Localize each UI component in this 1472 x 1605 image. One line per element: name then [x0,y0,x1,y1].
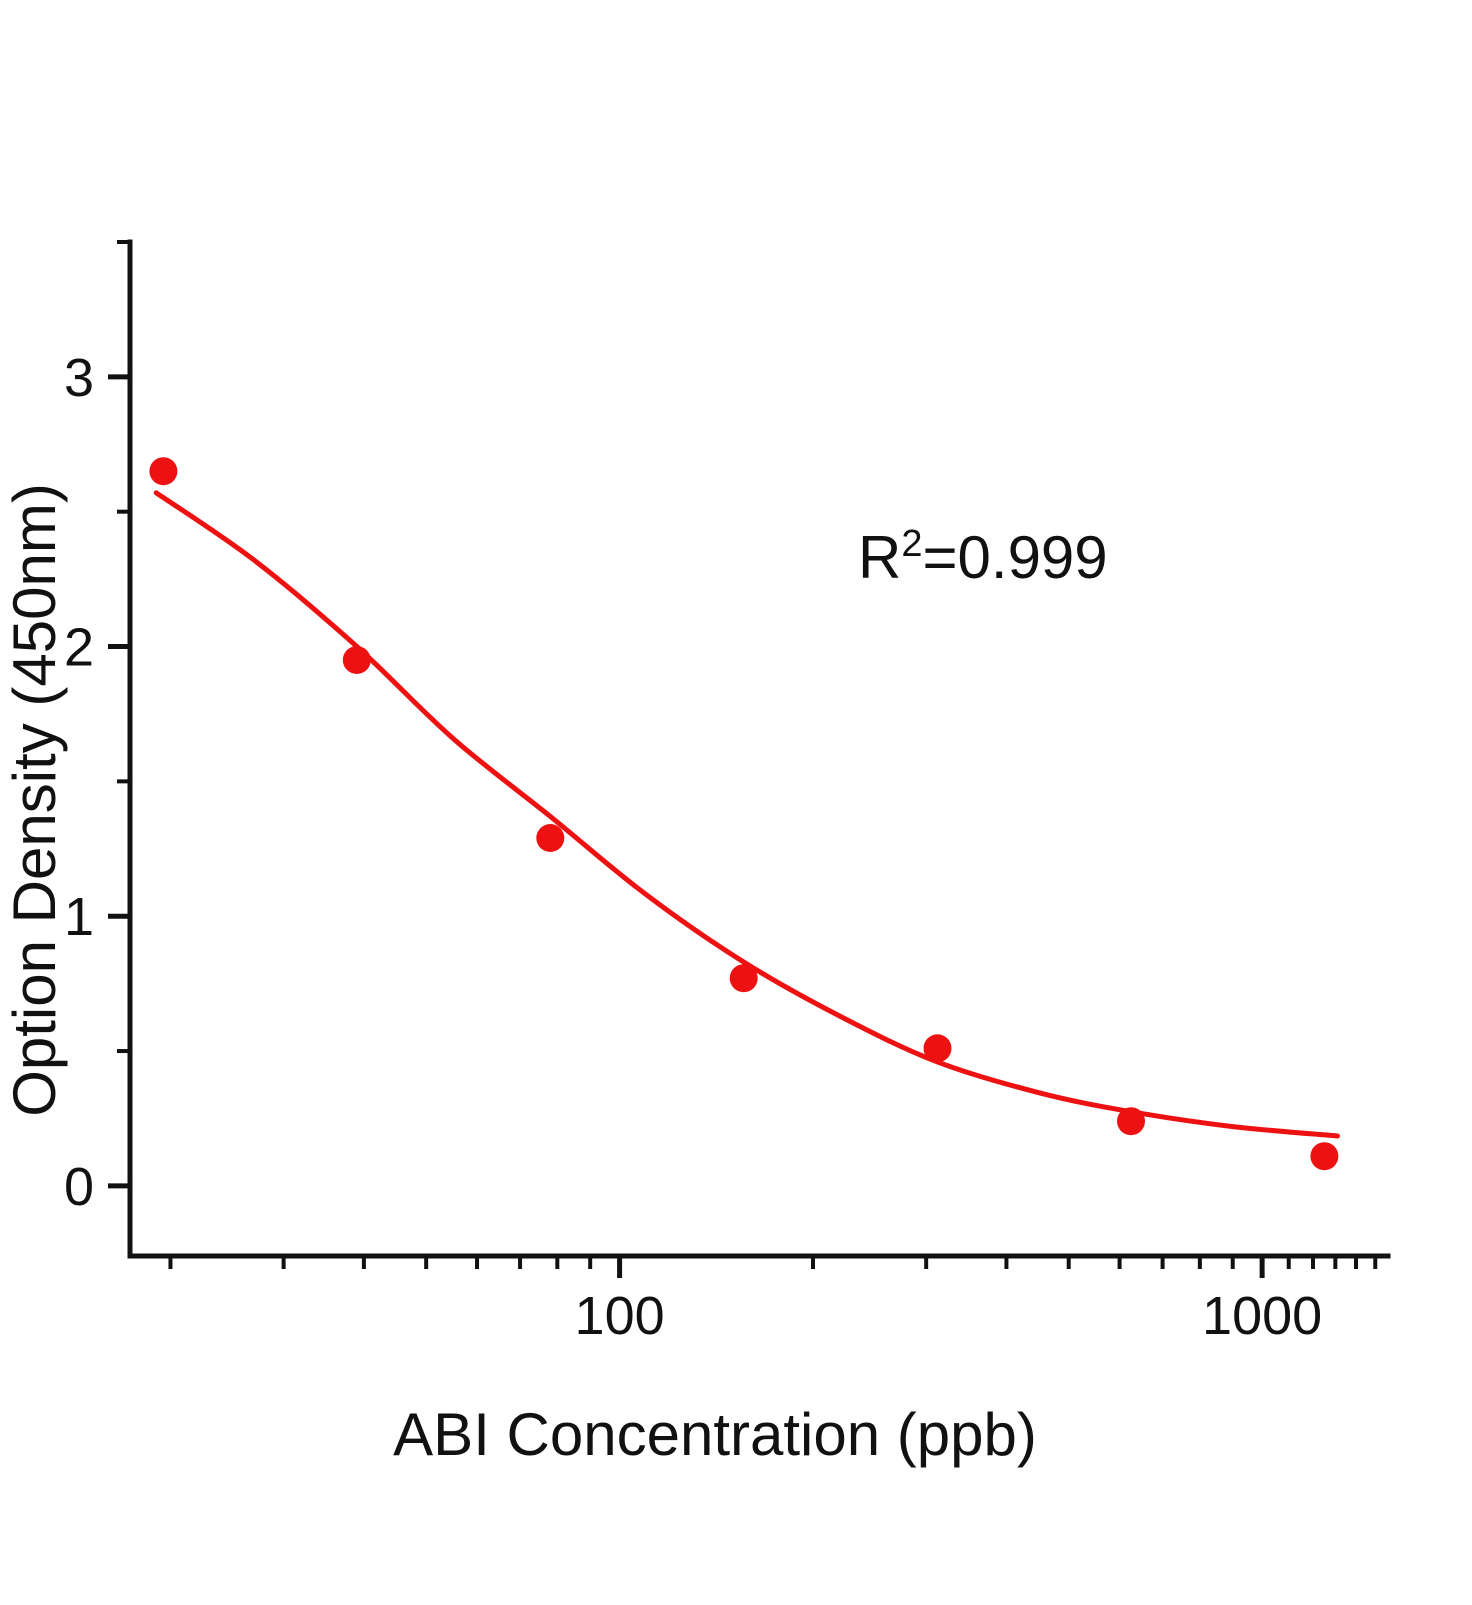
data-point [1117,1107,1145,1136]
tick-marks [108,240,1378,1278]
axes-spine [127,239,1391,1259]
y-axis-label: Option Density (450nm) [1,483,68,1117]
data-point [149,457,178,486]
data-point [923,1034,952,1063]
r-squared-value: =0.999 [922,524,1107,591]
y-tick-label: 0 [64,1157,94,1217]
r-squared-annotation: R2=0.999 [858,523,1108,591]
fit-curve-line [153,490,1340,1139]
y-tick-label: 3 [64,348,94,408]
y-tick-label: 1 [64,887,94,947]
data-points [149,457,1339,1171]
x-axis-label: ABI Concentration (ppb) [393,1401,1037,1468]
r-squared-base: R [858,524,901,591]
tick-labels: 100 1000 0 1 2 3 [64,348,1322,1346]
x-tick-label: 100 [575,1286,665,1346]
y-tick-label: 2 [64,618,94,678]
data-point [342,646,371,674]
data-point [1310,1142,1339,1171]
data-point [536,824,565,852]
r-squared-superscript: 2 [901,523,922,565]
data-point [729,964,758,993]
x-tick-label: 1000 [1202,1286,1322,1346]
